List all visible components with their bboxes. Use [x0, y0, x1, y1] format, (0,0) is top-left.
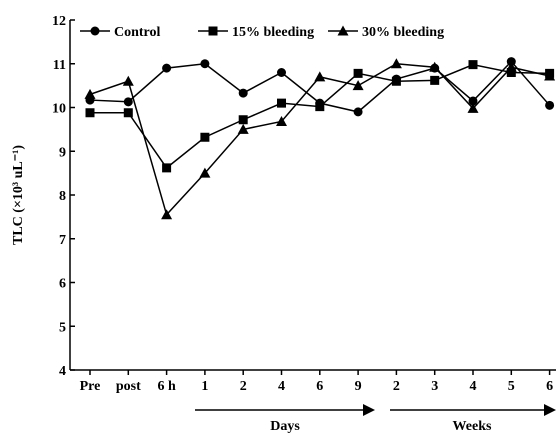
legend-label: 30% bleeding — [362, 25, 444, 40]
marker — [238, 88, 248, 98]
x-tick-label: 1 — [201, 379, 208, 394]
marker — [161, 209, 173, 220]
y-axis-label: TLC (×10³ uL⁻¹) — [11, 145, 26, 245]
marker — [162, 163, 172, 173]
marker — [545, 100, 555, 110]
y-tick-label: 7 — [59, 233, 66, 248]
marker — [276, 116, 287, 126]
arrow-head — [544, 404, 556, 416]
marker — [314, 71, 326, 82]
marker — [337, 25, 349, 36]
marker — [391, 76, 401, 86]
marker — [123, 108, 133, 118]
marker — [238, 115, 248, 125]
marker — [390, 58, 402, 69]
x-tick-label: 2 — [393, 379, 400, 394]
x-tick-label: 9 — [355, 379, 362, 394]
marker — [352, 80, 364, 91]
x-tick-label: 2 — [240, 379, 247, 394]
arrow-head — [363, 404, 375, 416]
x-tick-label: 4 — [278, 379, 285, 394]
legend-label: Control — [114, 25, 161, 40]
marker — [85, 108, 95, 118]
marker — [544, 70, 556, 81]
legend-label: 15% bleeding — [232, 25, 314, 40]
marker — [208, 26, 218, 36]
y-tick-label: 4 — [59, 364, 66, 379]
marker — [353, 107, 363, 117]
x-tick-label: Pre — [80, 379, 101, 394]
y-tick-label: 12 — [52, 14, 66, 29]
marker — [199, 167, 211, 178]
marker — [506, 68, 516, 77]
marker — [122, 75, 134, 86]
marker — [353, 68, 363, 78]
marker — [430, 75, 440, 85]
marker — [237, 123, 249, 134]
marker — [162, 63, 172, 73]
marker — [468, 96, 478, 106]
x-tick-label: 6 — [546, 379, 553, 394]
marker — [315, 102, 325, 112]
group-label: Days — [270, 419, 300, 434]
marker — [277, 68, 286, 77]
y-tick-label: 9 — [59, 145, 66, 160]
x-tick-label: 4 — [470, 379, 477, 394]
y-tick-label: 10 — [52, 102, 66, 117]
x-tick-label: 6 h — [157, 379, 176, 394]
marker — [429, 61, 441, 72]
x-tick-label: 3 — [431, 379, 438, 394]
y-tick-label: 6 — [59, 277, 66, 292]
y-tick-label: 11 — [53, 58, 66, 73]
y-tick-label: 8 — [59, 189, 66, 204]
marker — [467, 102, 479, 113]
marker — [90, 26, 100, 36]
marker — [200, 59, 210, 69]
marker — [277, 98, 286, 108]
marker — [123, 97, 133, 107]
x-tick-label: post — [116, 379, 141, 394]
y-tick-label: 5 — [59, 320, 66, 335]
marker — [468, 60, 478, 70]
marker — [200, 132, 210, 142]
x-tick-label: 5 — [508, 379, 515, 394]
x-tick-label: 6 — [316, 379, 323, 394]
marker — [505, 61, 517, 72]
group-label: Weeks — [453, 419, 492, 434]
series-line — [89, 62, 550, 217]
marker — [84, 88, 96, 99]
marker — [506, 57, 516, 67]
